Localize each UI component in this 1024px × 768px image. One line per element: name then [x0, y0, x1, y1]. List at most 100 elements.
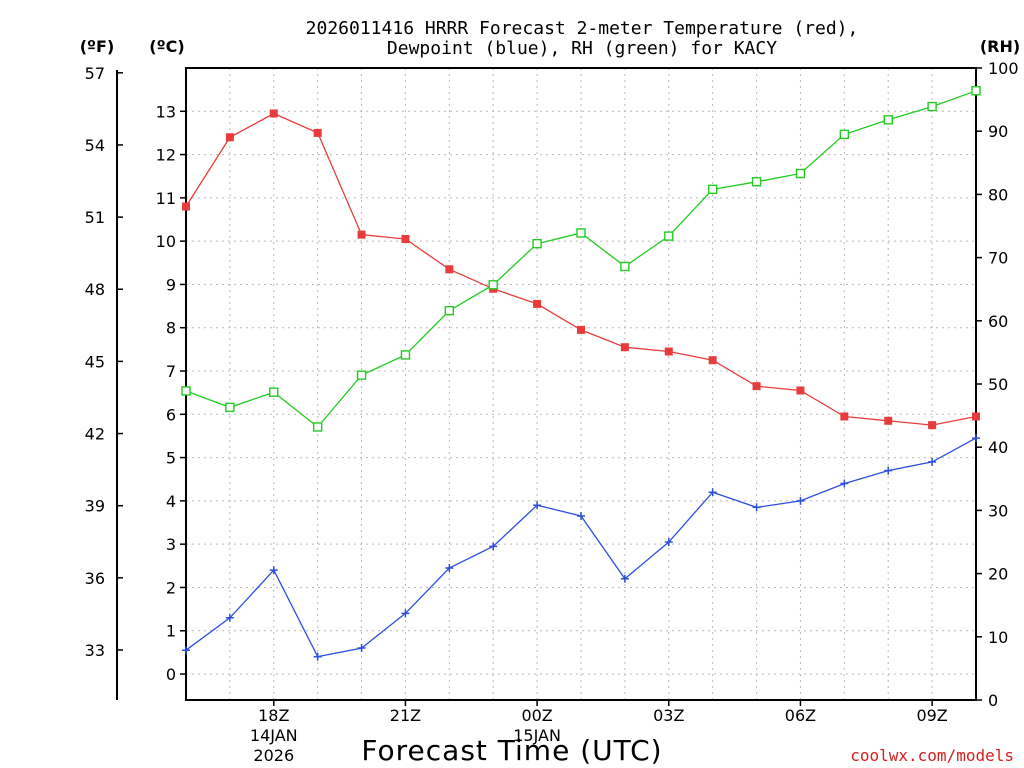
rh-point [927, 101, 937, 112]
rh-tick-label: 30 [988, 501, 1008, 520]
dewpoint-point [972, 434, 980, 443]
rh-tick-label: 0 [988, 691, 998, 710]
plot-frame [185, 67, 977, 701]
rh-point [356, 370, 367, 380]
chart-title-line1: 2026011416 HRRR Forecast 2-meter Tempera… [306, 18, 859, 39]
x-tick-year-label: 2026 [253, 746, 294, 765]
rh-point [795, 168, 806, 179]
rh-tick-label: 100 [988, 59, 1019, 78]
x-tick-date-label: 15JAN [513, 726, 561, 745]
chart-title-line2: Dewpoint (blue), RH (green) for KACY [387, 38, 777, 59]
rh-point [707, 184, 718, 195]
dewpoint-point [708, 488, 717, 497]
celsius-tick-label: 13 [156, 102, 176, 121]
temperature-point [796, 386, 805, 395]
x-tick-label: 09Z [916, 706, 947, 725]
dewpoint-point [357, 644, 366, 653]
temperature-point [708, 356, 717, 365]
fahrenheit-tick-label: 51 [85, 208, 105, 227]
temperature-point [269, 109, 278, 118]
x-tick-label: 00Z [521, 706, 552, 725]
credit-text: coolwx.com/models [850, 746, 1014, 765]
celsius-tick-label: 12 [156, 146, 176, 165]
temperature-point [182, 202, 190, 211]
dewpoint-point [401, 609, 410, 618]
tick-labels: 0123456789101112133336394245485154570102… [85, 59, 1019, 765]
series-dewpoint [182, 434, 980, 661]
dewpoint-point [313, 652, 322, 661]
temperature-point [972, 412, 980, 421]
rh-tick-label: 50 [988, 375, 1008, 394]
temperature-line [185, 112, 977, 426]
dewpoint-point [577, 512, 585, 521]
rh-tick-label: 60 [988, 312, 1008, 331]
rh-tick-label: 20 [988, 565, 1008, 584]
celsius-unit-label: (ºC) [149, 37, 184, 56]
rh-tick-label: 70 [988, 249, 1008, 268]
dewpoint-point [489, 542, 498, 551]
rh-point [488, 280, 498, 290]
dewpoint-point [225, 613, 234, 622]
dewpoint-point [752, 503, 761, 512]
rh-tick-label: 80 [988, 185, 1008, 204]
x-tick-label: 06Z [785, 706, 816, 725]
fahrenheit-tick-label: 48 [85, 280, 105, 299]
rh-point [751, 177, 762, 187]
temperature-point [928, 421, 937, 430]
rh-point [269, 387, 279, 397]
rh-tick-label: 90 [988, 122, 1008, 141]
temperature-point [577, 325, 585, 334]
celsius-tick-label: 10 [156, 232, 176, 251]
temperature-point [884, 416, 893, 425]
celsius-tick-label: 1 [166, 622, 176, 641]
celsius-tick-label: 6 [166, 405, 176, 424]
rh-point [444, 305, 455, 316]
series-layer [181, 86, 981, 661]
fahrenheit-tick-label: 39 [85, 497, 105, 516]
celsius-tick-label: 8 [166, 319, 176, 338]
temperature-point [533, 299, 542, 308]
dewpoint-point [533, 501, 542, 510]
dewpoint-point [796, 496, 805, 505]
fahrenheit-tick-label: 57 [85, 64, 105, 83]
axes [116, 67, 982, 706]
gridlines [185, 68, 977, 700]
rh-point [664, 231, 674, 241]
celsius-tick-label: 0 [166, 665, 176, 684]
series-rh [181, 86, 981, 432]
x-tick-label: 21Z [390, 706, 421, 725]
rh-point [883, 115, 893, 125]
temperature-point [225, 133, 234, 142]
celsius-tick-label: 11 [156, 189, 176, 208]
celsius-tick-label: 2 [166, 578, 176, 597]
dewpoint-point [620, 574, 629, 583]
temperature-point [752, 382, 761, 391]
rh-point [532, 238, 542, 249]
temperature-point [357, 230, 366, 239]
x-tick-label: 03Z [653, 706, 684, 725]
x-axis-title: Forecast Time (UTC) [361, 734, 662, 767]
rh-point [225, 402, 235, 413]
fahrenheit-unit-label: (ºF) [80, 37, 115, 56]
rh-point [971, 86, 981, 96]
fahrenheit-tick-label: 42 [85, 425, 105, 444]
temperature-point [401, 234, 410, 243]
rh-point [620, 261, 630, 272]
dewpoint-point [445, 563, 454, 572]
celsius-tick-label: 9 [166, 275, 176, 294]
rh-unit-label: (RH) [980, 37, 1020, 56]
rh-point [312, 422, 323, 432]
fahrenheit-tick-label: 36 [85, 569, 105, 588]
fahrenheit-tick-label: 45 [85, 352, 105, 371]
temperature-point [620, 343, 629, 352]
dewpoint-point [664, 538, 673, 546]
temperature-point [840, 412, 849, 421]
rh-point [400, 350, 411, 360]
temperature-point [445, 265, 454, 274]
rh-point [576, 228, 586, 238]
dewpoint-point [840, 479, 849, 488]
celsius-tick-label: 4 [166, 492, 176, 511]
rh-tick-label: 10 [988, 628, 1008, 647]
temperature-point [664, 347, 673, 356]
